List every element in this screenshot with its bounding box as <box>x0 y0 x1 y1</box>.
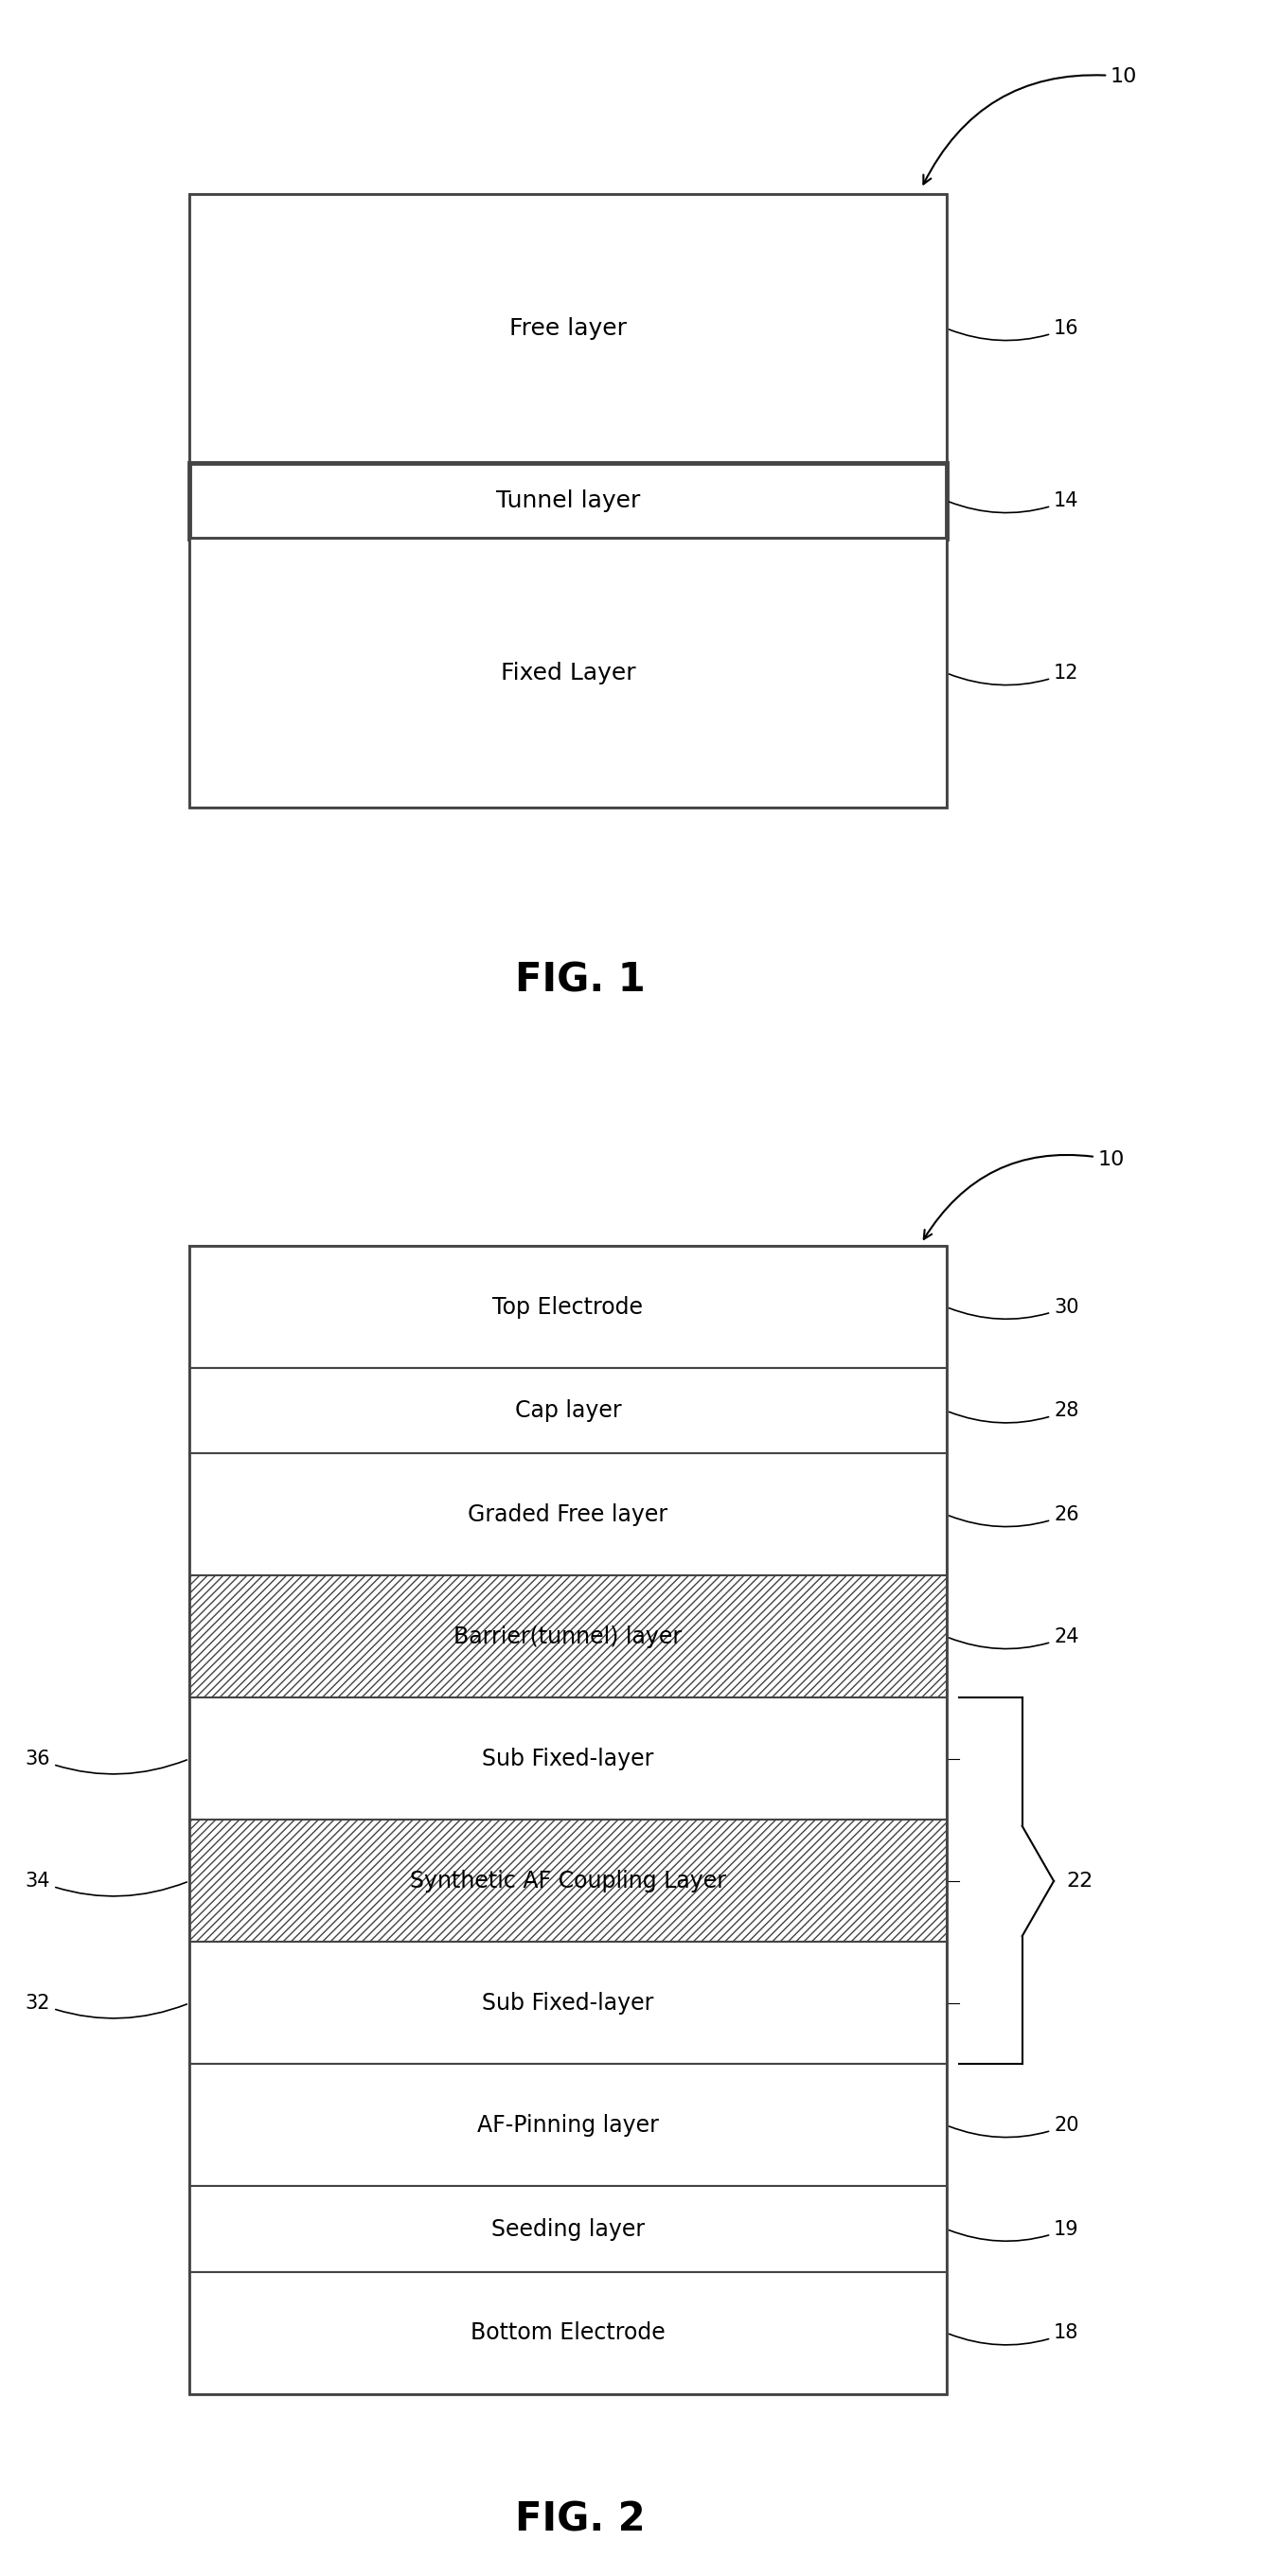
Text: FIG. 2: FIG. 2 <box>515 2501 646 2540</box>
Text: Seeding layer: Seeding layer <box>491 2218 645 2241</box>
Text: 14: 14 <box>949 492 1079 513</box>
Bar <box>189 1247 946 2393</box>
Text: AF-Pinning layer: AF-Pinning layer <box>477 2115 659 2136</box>
Text: 18: 18 <box>949 2324 1079 2344</box>
Text: Sub Fixed-layer: Sub Fixed-layer <box>482 1747 654 1770</box>
Text: 34: 34 <box>25 1873 187 1896</box>
Bar <box>189 1247 946 1368</box>
Text: 32: 32 <box>25 1994 187 2020</box>
Text: Free layer: Free layer <box>509 317 627 340</box>
Bar <box>189 2272 946 2393</box>
Text: 30: 30 <box>949 1298 1079 1319</box>
Bar <box>189 464 946 538</box>
Text: Sub Fixed-layer: Sub Fixed-layer <box>482 1991 654 2014</box>
Text: Graded Free layer: Graded Free layer <box>468 1504 668 1525</box>
Text: Fixed Layer: Fixed Layer <box>501 662 635 685</box>
Text: 36: 36 <box>25 1749 187 1775</box>
Bar <box>189 1577 946 1698</box>
Text: 10: 10 <box>924 1149 1124 1239</box>
Text: 24: 24 <box>949 1628 1079 1649</box>
Text: Barrier(tunnel) layer: Barrier(tunnel) layer <box>454 1625 681 1649</box>
Text: Top Electrode: Top Electrode <box>492 1296 644 1319</box>
Text: 12: 12 <box>949 665 1079 685</box>
Text: 19: 19 <box>949 2221 1079 2241</box>
Text: 20: 20 <box>949 2115 1079 2138</box>
Text: 26: 26 <box>949 1504 1079 1528</box>
Bar <box>189 1453 946 1577</box>
Text: Bottom Electrode: Bottom Electrode <box>471 2321 665 2344</box>
Text: Synthetic AF Coupling Layer: Synthetic AF Coupling Layer <box>410 1870 726 1893</box>
Text: 10: 10 <box>924 67 1137 183</box>
Bar <box>189 193 946 464</box>
Bar <box>189 2063 946 2187</box>
Bar <box>189 193 946 809</box>
Bar <box>189 2187 946 2272</box>
Bar <box>189 1942 946 2063</box>
Bar <box>189 1698 946 1821</box>
Text: 16: 16 <box>949 319 1079 340</box>
Bar <box>189 1821 946 1942</box>
Bar <box>189 1368 946 1453</box>
Text: FIG. 1: FIG. 1 <box>515 961 646 999</box>
Bar <box>189 538 946 809</box>
Text: 28: 28 <box>949 1401 1079 1422</box>
Text: Cap layer: Cap layer <box>515 1399 621 1422</box>
Text: 22: 22 <box>1066 1873 1093 1891</box>
Text: Tunnel layer: Tunnel layer <box>496 489 640 513</box>
